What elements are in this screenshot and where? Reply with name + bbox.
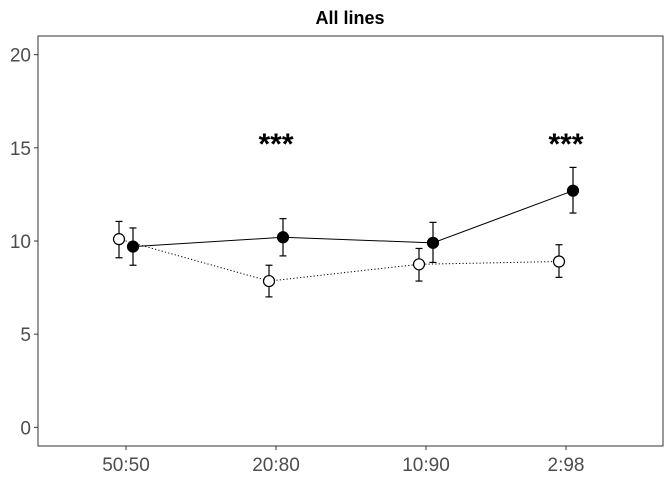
x-axis: 50:50 20:80 10:90 2:98	[102, 446, 584, 476]
series-1-point	[112, 233, 126, 246]
x-tick-label: 10:90	[402, 455, 450, 476]
series-layer	[112, 166, 580, 298]
x-tick-label: 20:80	[252, 455, 300, 476]
series-2-point	[566, 184, 580, 197]
series-1-line	[118, 238, 560, 282]
y-tick-label: 15	[10, 139, 31, 160]
annotation-layer: *** ***	[258, 128, 583, 161]
y-tick-label: 5	[20, 325, 31, 346]
series-2-line	[132, 190, 574, 248]
series-2-point	[276, 231, 290, 244]
x-tick-label: 50:50	[102, 455, 150, 476]
series-2-point	[426, 236, 440, 249]
y-tick-label: 20	[10, 46, 31, 67]
y-tick-label: 10	[10, 232, 31, 253]
significance-annotation: ***	[548, 128, 583, 161]
y-axis: 0 5 10 15 20	[10, 46, 38, 439]
series-2-point	[126, 240, 140, 253]
series-1-point	[552, 255, 566, 268]
significance-annotation: ***	[258, 128, 293, 161]
y-tick-label: 0	[20, 418, 31, 439]
series-1-point	[262, 274, 276, 288]
series-1-point	[412, 258, 426, 271]
x-tick-label: 2:98	[548, 455, 585, 476]
chart-title: All lines	[315, 8, 384, 28]
